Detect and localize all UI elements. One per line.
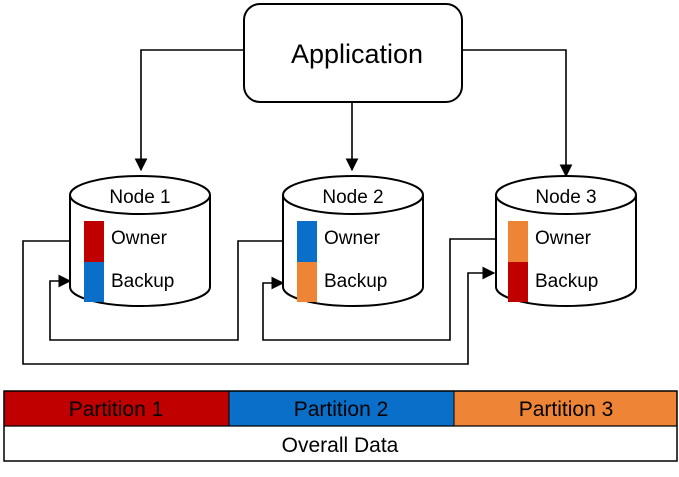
application-label: Application [291,39,423,69]
app-to-node-arrows [134,49,573,178]
overall-data-label: Overall Data [282,434,399,457]
node-2-owner-swatch [297,221,317,262]
application-box: Application [243,3,463,103]
node-1-backup-label: Backup [111,271,174,292]
partition-3-label: Partition 3 [519,398,614,421]
node-1-cylinder: Node 1 Owner Backup [69,175,211,307]
node-3-cylinder: Node 3 Owner Backup [495,175,637,307]
node-1-owner-swatch [84,221,104,262]
node-1-backup-swatch [84,262,104,302]
partition-2-cell [229,391,454,426]
partition-3-cell [454,391,677,426]
node-3-backup-label: Backup [535,271,598,292]
node-3-backup-swatch [508,262,528,302]
node-1-label: Node 1 [109,187,170,208]
node-2-label: Node 2 [322,187,383,208]
node-2-owner-label: Owner [324,228,381,249]
node-3-owner-label: Owner [535,228,592,249]
replication-arrows [22,238,496,365]
partition-2-label: Partition 2 [294,398,389,421]
arrow-node-2-to-node-1 [49,240,283,341]
partition-bar: Partition 1 Partition 2 Partition 3 [4,391,677,426]
arrow-app-to-node-1 [134,49,244,172]
arrow-node-3-to-node-2 [262,238,496,341]
node-2-cylinder: Node 2 Owner Backup [282,175,424,307]
partition-1-label: Partition 1 [69,398,164,421]
node-2-backup-label: Backup [324,271,387,292]
arrow-app-to-node-3 [462,49,573,178]
node-3-owner-swatch [508,221,528,262]
node-2-backup-swatch [297,262,317,302]
overall-data-bar: Overall Data [4,426,677,461]
node-1-owner-label: Owner [111,228,168,249]
arrow-node-1-to-node-3 [22,240,496,365]
partition-1-cell [4,391,229,426]
node-3-label: Node 3 [535,187,596,208]
